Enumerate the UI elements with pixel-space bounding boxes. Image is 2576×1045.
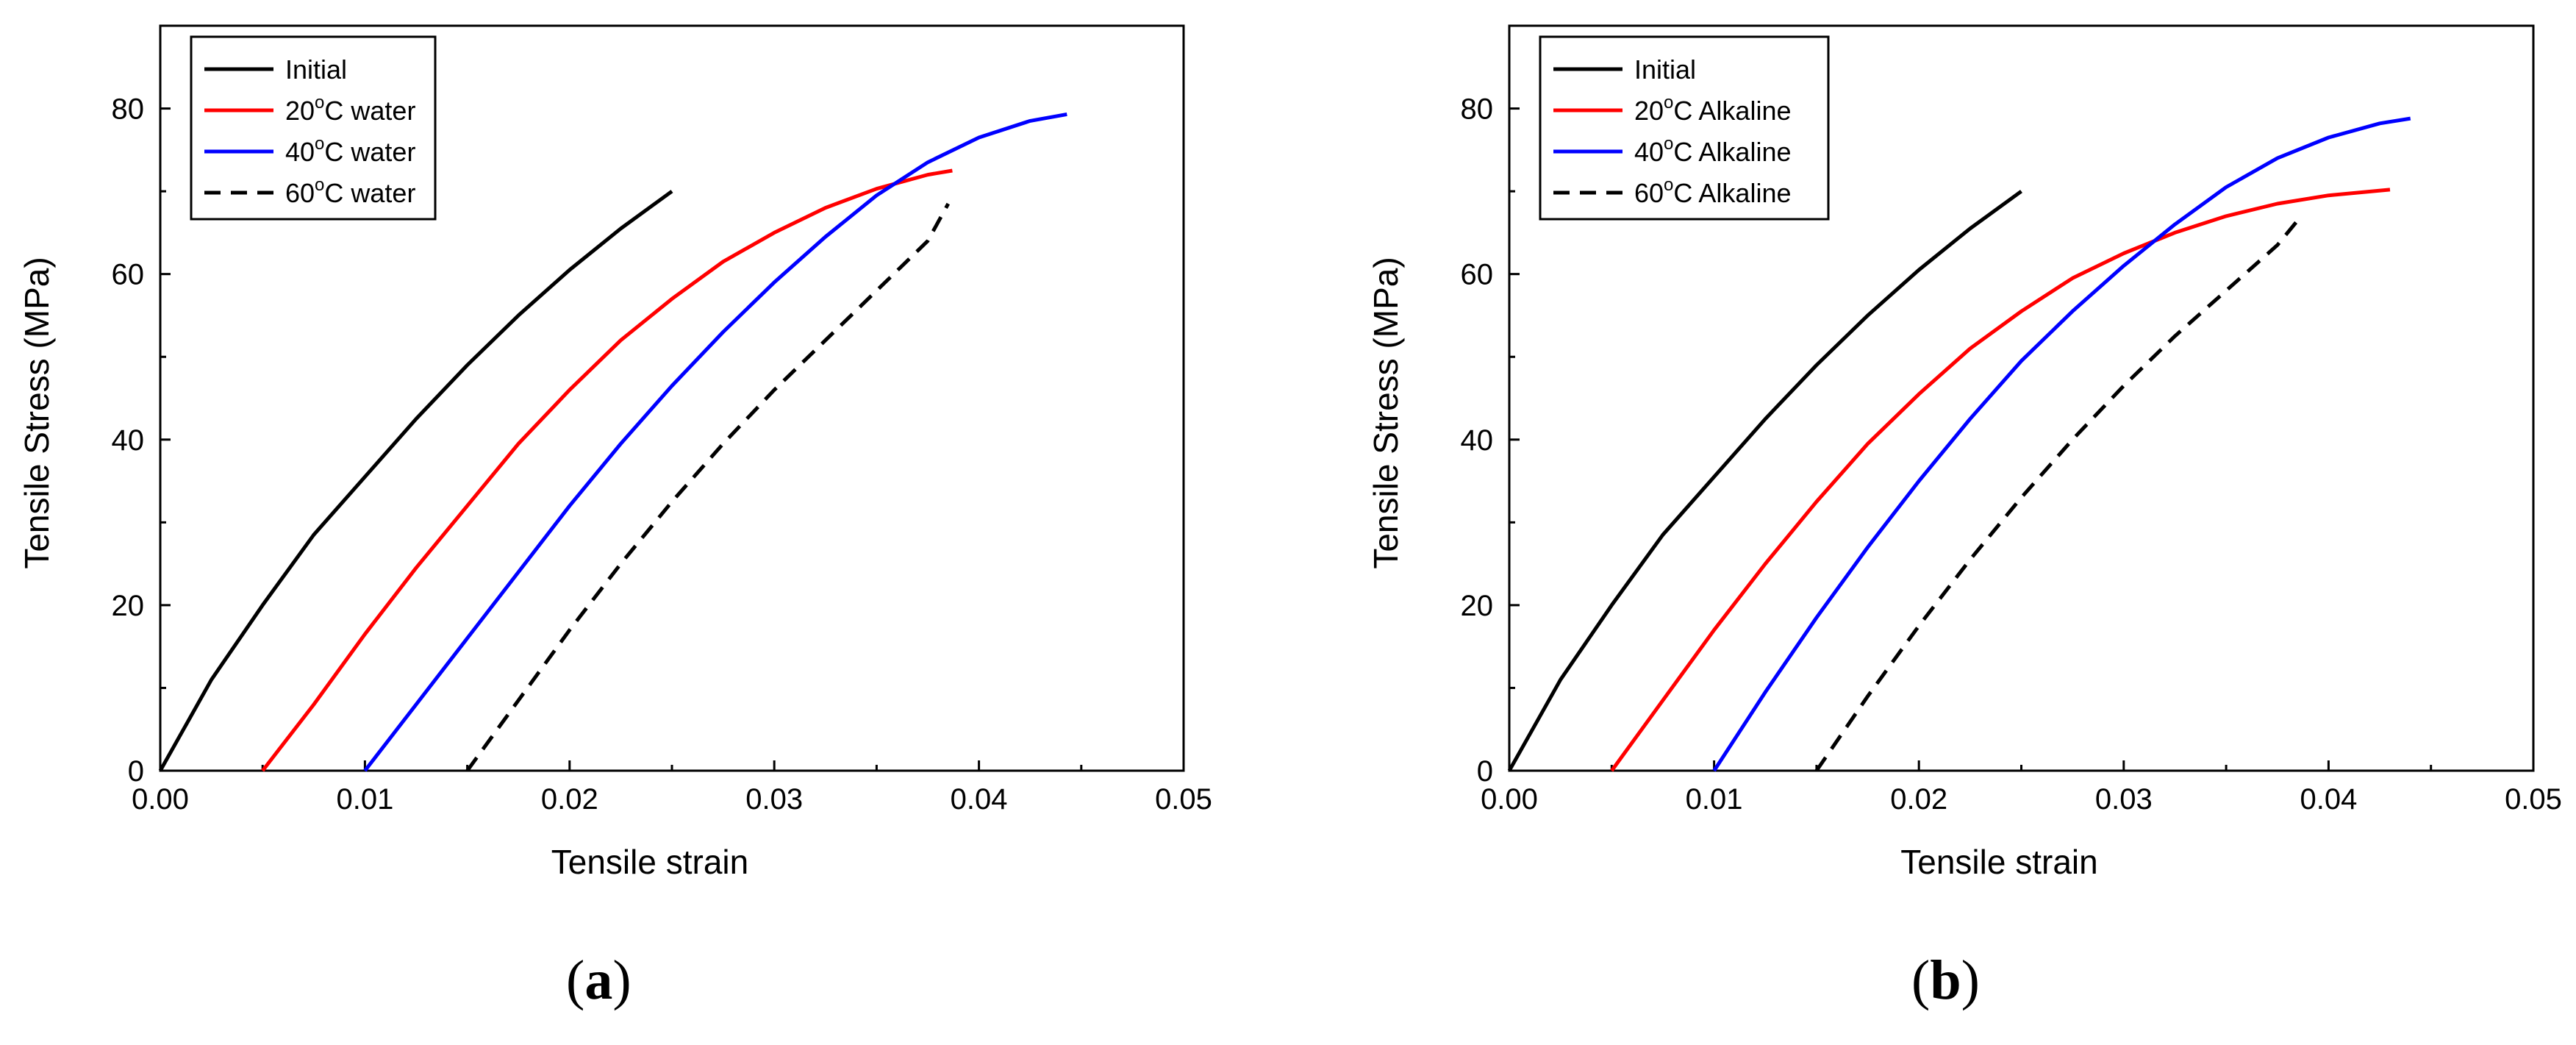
- y-axis-title: Tensile Stress (MPa): [18, 257, 56, 568]
- y-tick-label: 80: [112, 93, 145, 126]
- legend-box: [190, 35, 437, 221]
- panel-label-a: (a): [566, 949, 632, 1011]
- y-tick-label: 80: [1461, 93, 1494, 126]
- series-line-0: [158, 190, 673, 772]
- y-tick-label: 60: [1461, 259, 1494, 291]
- y-tick-label: 60: [112, 259, 145, 291]
- x-tick-label: 0.01: [1686, 783, 1743, 816]
- x-tick-label: 0.04: [2300, 783, 2357, 816]
- legend-label-1: 20oC Alkaline: [1634, 93, 1792, 126]
- x-tick-label: 0.02: [541, 783, 598, 816]
- x-axis-title: Tensile strain: [551, 843, 748, 881]
- legend-label-0: Initial: [285, 54, 347, 85]
- y-tick-label: 20: [112, 590, 145, 622]
- x-tick-label: 0.05: [2505, 783, 2562, 816]
- chart-a: 0.00 0.01 0.02 0.03 0.04 0.05 0 20 40 60 80 Tensile…: [18, 24, 1212, 881]
- x-tick-label: 0.04: [951, 783, 1008, 816]
- legend-label-3: 60oC water: [285, 175, 415, 208]
- series-line-1: [261, 168, 953, 772]
- series-line-1: [1610, 188, 2391, 772]
- series-line-3: [465, 202, 950, 772]
- series-line-2: [363, 112, 1067, 772]
- legend-label-1: 20oC water: [285, 93, 415, 126]
- y-tick-label: 40: [112, 424, 145, 457]
- x-tick-label: 0.05: [1155, 783, 1212, 816]
- x-tick-label: 0.01: [336, 783, 393, 816]
- x-axis-title: Tensile strain: [1900, 843, 2097, 881]
- y-tick-label: 0: [1477, 755, 1493, 788]
- chart-b: 0.00 0.01 0.02 0.03 0.04 0.05 0 20 40 60 80 Tensile…: [1367, 24, 2562, 881]
- y-tick-label: 20: [1461, 590, 1494, 622]
- legend-label-2: 40oC water: [285, 134, 415, 167]
- series-line-0: [1507, 190, 2022, 772]
- y-tick-label: 40: [1461, 424, 1494, 457]
- legend-box: [1539, 35, 1830, 221]
- series-line-3: [1814, 218, 2300, 772]
- legend-label-3: 60oC Alkaline: [1634, 175, 1792, 208]
- x-tick-label: 0.02: [1890, 783, 1947, 816]
- panel-label-b: (b): [1911, 949, 1980, 1011]
- x-tick-label: 0.00: [132, 783, 189, 816]
- legend-label-2: 40oC Alkaline: [1634, 134, 1792, 167]
- legend: Initial 20oC water 40oC water 60oC water: [190, 35, 437, 221]
- x-tick-label: 0.00: [1481, 783, 1538, 816]
- legend-label-0: Initial: [1634, 54, 1696, 85]
- y-axis-title: Tensile Stress (MPa): [1367, 257, 1405, 568]
- x-tick-label: 0.03: [2095, 783, 2153, 816]
- series-line-2: [1712, 116, 2411, 772]
- legend: Initial 20oC Alkaline 40oC Alkaline 60oC Al…: [1539, 35, 1830, 221]
- y-tick-label: 0: [128, 755, 144, 788]
- x-tick-label: 0.03: [745, 783, 803, 816]
